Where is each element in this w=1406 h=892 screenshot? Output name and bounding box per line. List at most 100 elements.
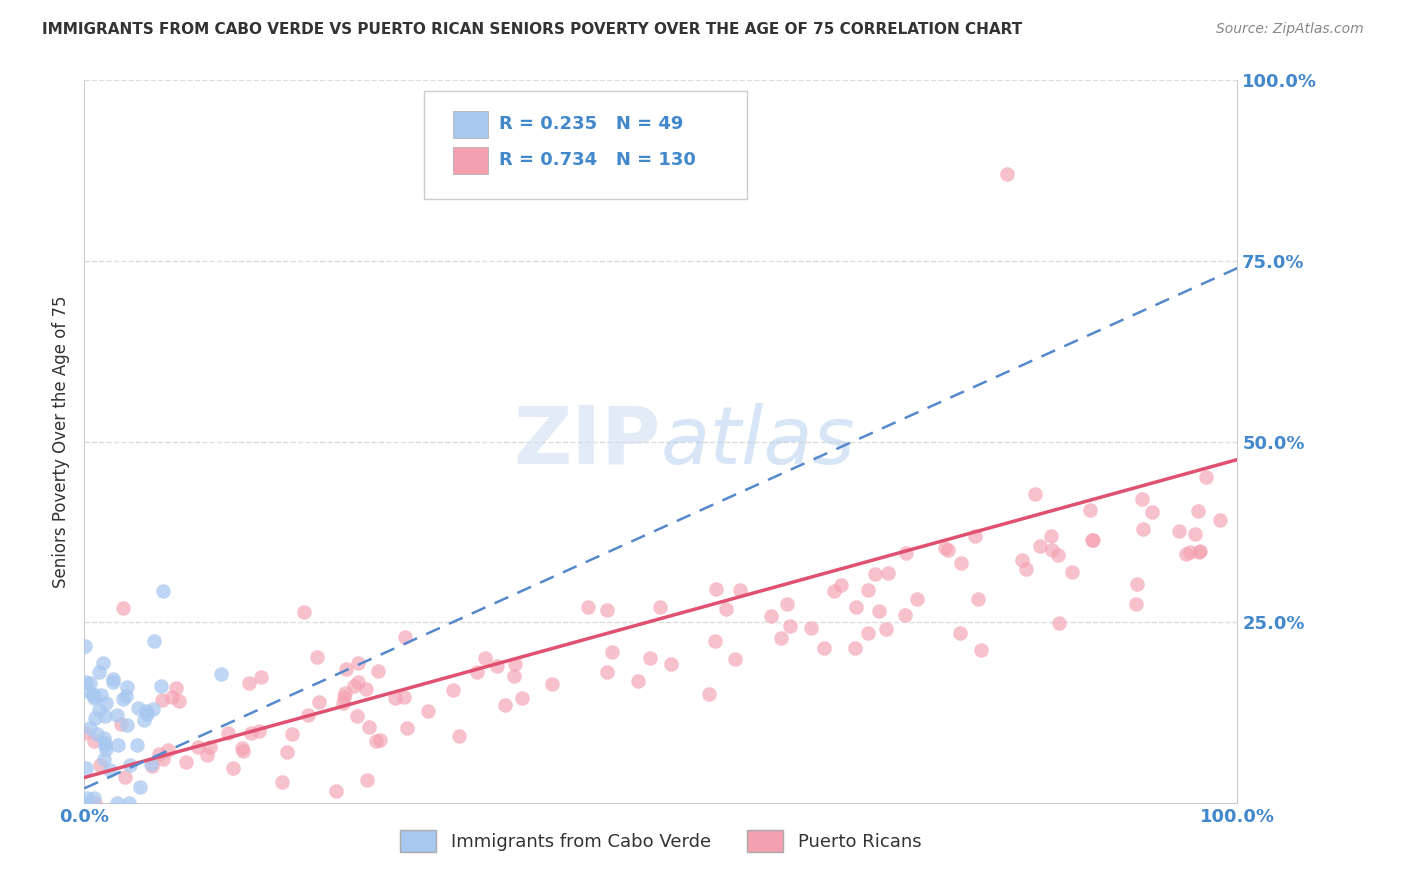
Point (346, 708, 368, 723)
Point (703, 633, 725, 648)
Point (118, 796, 141, 810)
Point (105, 796, 128, 810)
Point (1039, 529, 1062, 543)
Point (93, 731, 115, 745)
Point (697, 687, 720, 701)
Point (868, 604, 890, 618)
Point (83, 791, 105, 805)
Point (1047, 616, 1070, 631)
Point (576, 600, 599, 615)
Point (238, 675, 260, 690)
Point (844, 641, 866, 656)
Point (167, 694, 190, 708)
Point (728, 582, 751, 597)
Point (150, 679, 173, 693)
Point (83, 689, 105, 703)
FancyBboxPatch shape (425, 91, 748, 200)
Point (165, 681, 187, 695)
Point (1188, 544, 1211, 558)
Point (1187, 545, 1209, 559)
Point (297, 707, 319, 722)
Point (94, 696, 117, 710)
Point (845, 600, 868, 615)
Point (271, 775, 294, 789)
Point (970, 642, 993, 657)
Point (90, 688, 112, 702)
Point (240, 726, 263, 740)
Point (1132, 522, 1154, 536)
Point (1078, 502, 1101, 516)
Point (217, 726, 239, 740)
Point (949, 625, 972, 640)
Text: atlas: atlas (661, 402, 856, 481)
Point (510, 691, 533, 706)
Bar (453, 111, 488, 138)
Point (107, 738, 129, 752)
Point (114, 770, 136, 784)
Point (1140, 505, 1163, 519)
Point (359, 720, 381, 734)
Point (1042, 543, 1064, 558)
Point (120, 758, 142, 772)
Point (332, 696, 354, 710)
Point (232, 744, 254, 758)
Point (356, 773, 378, 788)
Point (84, 796, 107, 810)
Point (865, 567, 887, 582)
Point (1047, 549, 1070, 563)
Text: ZIP: ZIP (513, 402, 661, 481)
Point (127, 700, 149, 714)
Point (486, 659, 509, 673)
Point (367, 664, 389, 678)
Point (98, 764, 121, 778)
Point (813, 641, 835, 656)
Point (83, 711, 105, 725)
Point (335, 662, 357, 676)
Point (1187, 504, 1209, 518)
Point (111, 692, 134, 706)
Point (447, 729, 470, 743)
Point (894, 546, 917, 560)
Point (152, 752, 174, 766)
Point (73, 726, 96, 740)
Point (83, 691, 105, 706)
Point (250, 670, 273, 684)
Point (856, 583, 879, 598)
Point (135, 706, 157, 721)
Point (441, 683, 464, 698)
Point (505, 657, 527, 671)
Point (1175, 547, 1198, 561)
Point (1125, 597, 1147, 611)
Point (1011, 552, 1033, 566)
Point (1029, 539, 1052, 553)
Point (830, 578, 852, 592)
Point (858, 625, 880, 640)
Point (134, 713, 156, 727)
Point (963, 528, 986, 542)
Point (115, 690, 138, 704)
Point (418, 704, 440, 718)
Point (141, 702, 163, 716)
Point (135, 704, 157, 718)
Point (905, 592, 928, 607)
Point (247, 723, 270, 738)
Point (1195, 470, 1218, 484)
Point (706, 582, 728, 596)
Point (627, 673, 650, 688)
Point (150, 693, 173, 707)
Point (1184, 527, 1206, 541)
Point (83, 734, 105, 748)
Point (105, 707, 128, 722)
Point (384, 691, 406, 706)
Point (1209, 513, 1232, 527)
Point (75, 796, 97, 810)
Point (779, 619, 801, 633)
Point (354, 681, 377, 696)
Point (995, 167, 1018, 181)
Point (117, 680, 139, 694)
Point (347, 674, 370, 689)
Point (1167, 524, 1189, 539)
Point (103, 674, 125, 689)
Point (75, 762, 97, 776)
Point (1178, 545, 1201, 559)
